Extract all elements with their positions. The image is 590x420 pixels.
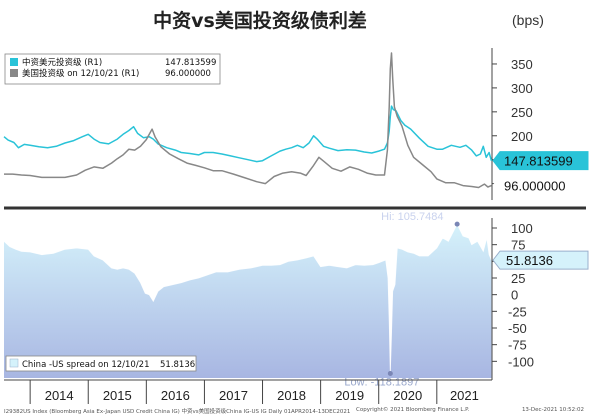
chart-footer: I29382US Index (Bloomberg Asia Ex-Japan … bbox=[4, 407, 588, 415]
x-tick-label-6: 2020 bbox=[393, 388, 422, 403]
top-y-tick-label-3: 250 bbox=[511, 105, 533, 120]
chart-title: 中资vs美国投资级债利差 bbox=[153, 10, 367, 32]
x-tick-label-2: 2016 bbox=[161, 388, 190, 403]
bottom-legend: China -US spread on 12/10/21 51.8136 bbox=[5, 355, 197, 372]
legend-swatch-1 bbox=[10, 69, 18, 77]
footer-timestamp: 13-Dec-2021 10:52:02 bbox=[521, 407, 584, 413]
x-tick-label-5: 2019 bbox=[335, 388, 364, 403]
x-tick-label-3: 2017 bbox=[219, 388, 248, 403]
bottom-y-tick-label-8: 100 bbox=[511, 221, 533, 236]
legend-swatch-0 bbox=[10, 58, 18, 66]
legend-label-1: 美国投资级 on 12/10/21 (R1) bbox=[22, 68, 139, 79]
bottom-y-tick-label-1: -75 bbox=[508, 338, 527, 353]
legend-value-0: 147.813599 bbox=[165, 58, 216, 68]
x-tick-label-4: 2018 bbox=[277, 388, 306, 403]
top-legend: 中资美元投资级 (R1) 147.813599 美国投资级 on 12/10/21 … bbox=[4, 53, 221, 85]
top-y-tick-label-5: 350 bbox=[511, 57, 533, 72]
annotation-text-1: Low: -118.1897 bbox=[344, 376, 419, 388]
annotation-text-0: Hi: 105.7484 bbox=[381, 211, 443, 223]
annotation-marker-1 bbox=[387, 370, 393, 376]
top-legend-box bbox=[4, 53, 221, 85]
cn-ig-last-value: 147.813599 bbox=[492, 151, 589, 171]
last-value-box-1 bbox=[492, 176, 589, 196]
bottom-y-tick-label-2: -50 bbox=[508, 321, 527, 336]
bottom-y-tick-label-4: 0 bbox=[511, 288, 518, 303]
spread-last-box bbox=[492, 250, 589, 270]
last-value-box-0 bbox=[492, 151, 589, 171]
spread-area bbox=[4, 224, 492, 378]
spread-last-text: 51.8136 bbox=[506, 253, 553, 268]
footer-source: I29382US Index (Bloomberg Asia Ex-Japan … bbox=[4, 409, 351, 415]
x-tick-label-0: 2014 bbox=[45, 388, 74, 403]
x-tick-label-7: 2021 bbox=[450, 388, 479, 403]
us-ig-last-value: 96.000000 bbox=[492, 176, 589, 196]
spread-last-value: 51.8136 bbox=[492, 250, 589, 270]
bottom-legend-swatch bbox=[9, 358, 19, 368]
annotation-marker-0 bbox=[454, 221, 460, 227]
last-value-text-1: 96.000000 bbox=[504, 179, 565, 194]
x-tick-label-1: 2015 bbox=[103, 388, 132, 403]
bottom-y-tick-label-5: 25 bbox=[511, 271, 525, 286]
bottom-y-tick-label-7: 75 bbox=[511, 238, 525, 253]
top-y-tick-label-2: 200 bbox=[511, 129, 533, 144]
footer-copyright: Copyright© 2021 Bloomberg Finance L.P. bbox=[356, 407, 470, 413]
last-value-text-0: 147.813599 bbox=[504, 154, 573, 169]
top-y-tick-label-4: 300 bbox=[511, 81, 533, 96]
bottom-legend-value: 51.8136 bbox=[160, 360, 195, 370]
bottom-y-tick-label-0: -100 bbox=[508, 354, 534, 369]
bottom-y-tick-label-3: -25 bbox=[508, 304, 527, 319]
us-ig-line bbox=[4, 52, 492, 189]
legend-value-1: 96.000000 bbox=[165, 69, 211, 79]
bottom-legend-box bbox=[5, 355, 197, 372]
unit-label: (bps) bbox=[512, 12, 544, 28]
bottom-legend-label: China -US spread on 12/10/21 bbox=[22, 360, 150, 370]
legend-label-0: 中资美元投资级 (R1) bbox=[22, 57, 102, 68]
cn-ig-line bbox=[3, 105, 493, 163]
spread-line bbox=[3, 223, 492, 374]
